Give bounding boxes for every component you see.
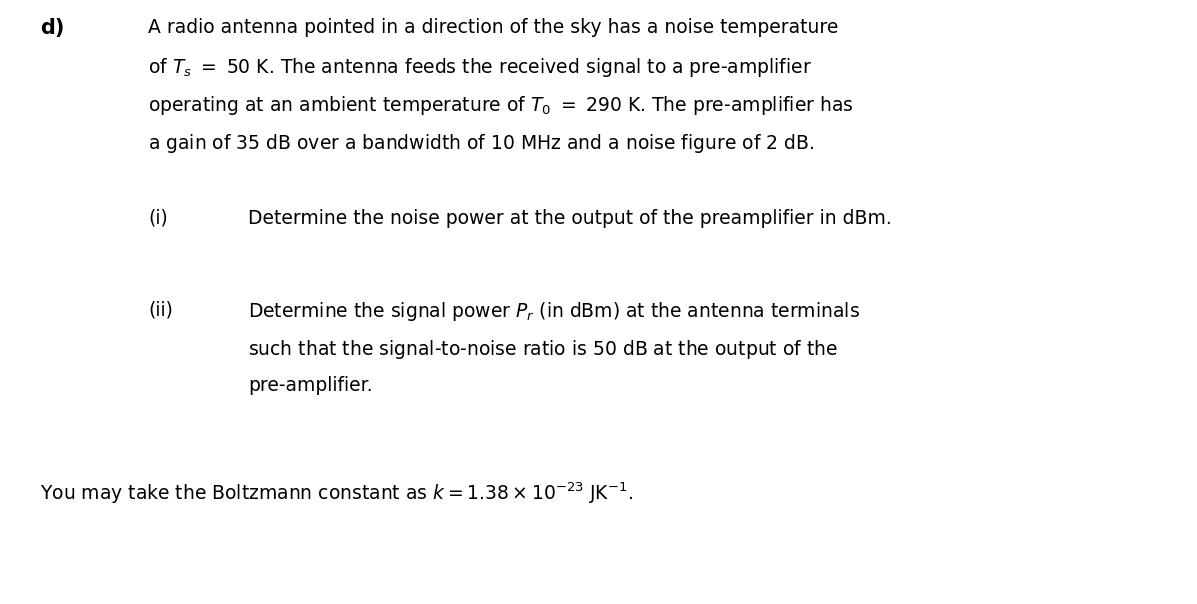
Text: d): d) [40,18,65,38]
Text: Determine the signal power $P_r$ (in $\mathrm{dBm}$) at the antenna terminals: Determine the signal power $P_r$ (in $\m… [248,300,859,323]
Text: (i): (i) [148,209,168,228]
Text: (ii): (ii) [148,300,172,319]
Text: operating at an ambient temperature of $T_0 \ = \ 290$ K. The pre-amplifier has: operating at an ambient temperature of $… [148,94,853,117]
Text: Determine the noise power at the output of the preamplifier in dBm.: Determine the noise power at the output … [248,209,892,228]
Text: a gain of $35$ dB over a bandwidth of $10$ MHz and a noise figure of $2$ dB.: a gain of $35$ dB over a bandwidth of $1… [148,132,814,155]
Text: of $T_s \ = \ 50$ K. The antenna feeds the received signal to a pre-amplifier: of $T_s \ = \ 50$ K. The antenna feeds t… [148,56,812,79]
Text: A radio antenna pointed in a direction of the sky has a noise temperature: A radio antenna pointed in a direction o… [148,18,838,37]
Text: such that the signal-to-noise ratio is $50$ dB at the output of the: such that the signal-to-noise ratio is $… [248,338,838,361]
Text: pre-amplifier.: pre-amplifier. [248,376,372,395]
Text: You may take the Boltzmann constant as $k = 1.38 \times 10^{-23}$ JK$^{-1}$.: You may take the Boltzmann constant as $… [40,480,633,506]
